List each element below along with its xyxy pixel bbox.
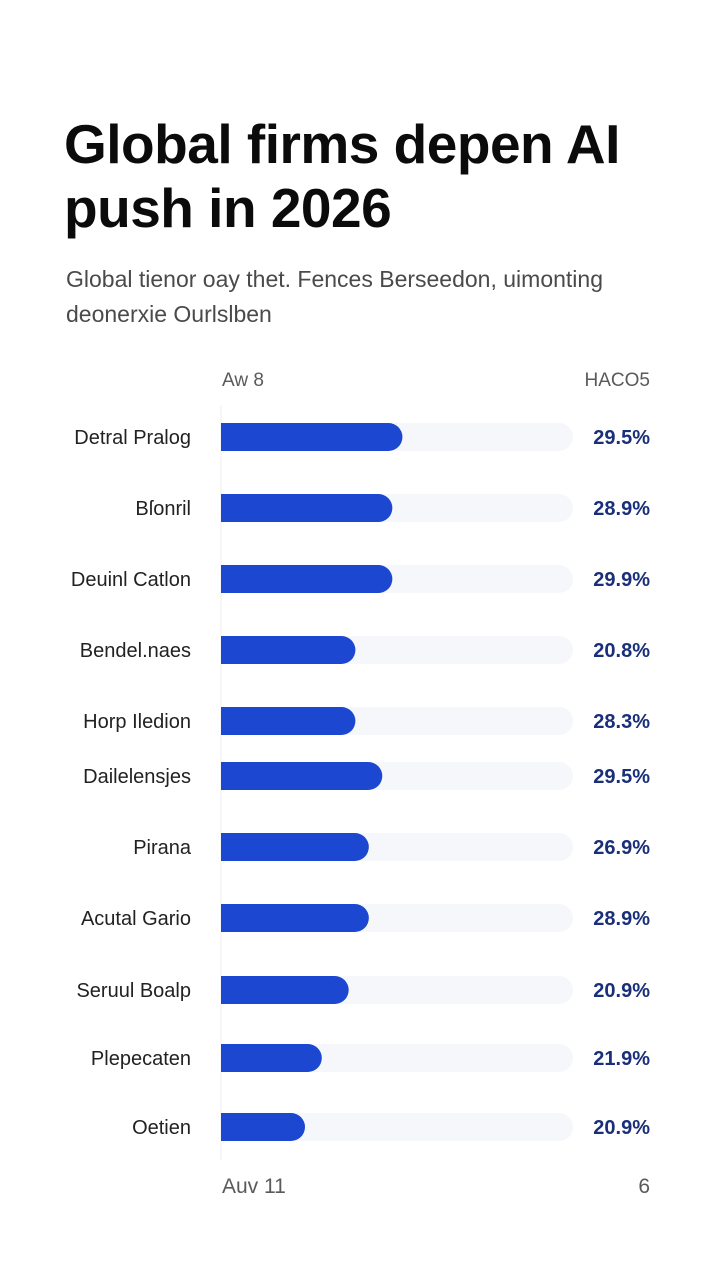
footer-left-label: Auv 11 bbox=[222, 1175, 286, 1198]
column-header-left: Aw 8 bbox=[222, 370, 264, 391]
bar bbox=[221, 976, 349, 1004]
bar bbox=[221, 423, 403, 451]
category-label: Deuinl Catlon bbox=[71, 569, 191, 591]
value-label: 28.9% bbox=[593, 498, 650, 520]
value-label: 28.3% bbox=[593, 711, 650, 733]
column-header-right: HACO5 bbox=[584, 370, 650, 391]
value-label: 29.5% bbox=[593, 427, 650, 449]
bars-layer: Detral Pralog 29.5% Bſonril 28.9% Deuinl Cat… bbox=[71, 423, 650, 1141]
bar bbox=[221, 762, 383, 790]
value-label: 20.9% bbox=[593, 1117, 650, 1139]
bar bbox=[221, 1044, 322, 1072]
bar bbox=[221, 833, 369, 861]
category-label: Detral Pralog bbox=[74, 427, 191, 449]
category-label: Acutal Gario bbox=[81, 908, 191, 930]
value-label: 20.9% bbox=[593, 980, 650, 1002]
bar-track bbox=[221, 565, 573, 593]
chart-title: Global firms depen AI push in 2026 bbox=[64, 113, 620, 239]
bar-track bbox=[221, 1113, 573, 1141]
footer-right-label: 6 bbox=[638, 1175, 650, 1198]
bar-track bbox=[221, 636, 573, 664]
bar-track bbox=[221, 423, 573, 451]
bar bbox=[221, 904, 369, 932]
bar-track bbox=[221, 494, 573, 522]
value-label: 29.5% bbox=[593, 766, 650, 788]
category-label: Plepecaten bbox=[91, 1048, 191, 1070]
category-label: Horp Iledion bbox=[83, 711, 191, 733]
bar bbox=[221, 494, 393, 522]
bar bbox=[221, 565, 393, 593]
value-label: 26.9% bbox=[593, 837, 650, 859]
value-label: 28.9% bbox=[593, 908, 650, 930]
bar-track bbox=[221, 762, 573, 790]
category-label: Pirana bbox=[133, 837, 192, 859]
bar-track bbox=[221, 833, 573, 861]
bar bbox=[221, 707, 356, 735]
category-label: Dailelensjes bbox=[83, 766, 191, 788]
bar bbox=[221, 1113, 305, 1141]
category-label: Seruul Boalp bbox=[76, 980, 191, 1002]
bar-track bbox=[221, 1044, 573, 1072]
value-label: 20.8% bbox=[593, 640, 650, 662]
bar-track bbox=[221, 976, 573, 1004]
value-label: 21.9% bbox=[593, 1048, 650, 1070]
bar bbox=[221, 636, 356, 664]
bar-track bbox=[221, 707, 573, 735]
category-label: Oetien bbox=[132, 1117, 191, 1139]
category-label: Bſonril bbox=[135, 498, 191, 520]
category-label: Bendel.naes bbox=[80, 640, 191, 662]
chart-subtitle: Global tienor oay thet. Fences Berseedon… bbox=[66, 266, 603, 327]
value-label: 29.9% bbox=[593, 569, 650, 591]
bar-track bbox=[221, 904, 573, 932]
